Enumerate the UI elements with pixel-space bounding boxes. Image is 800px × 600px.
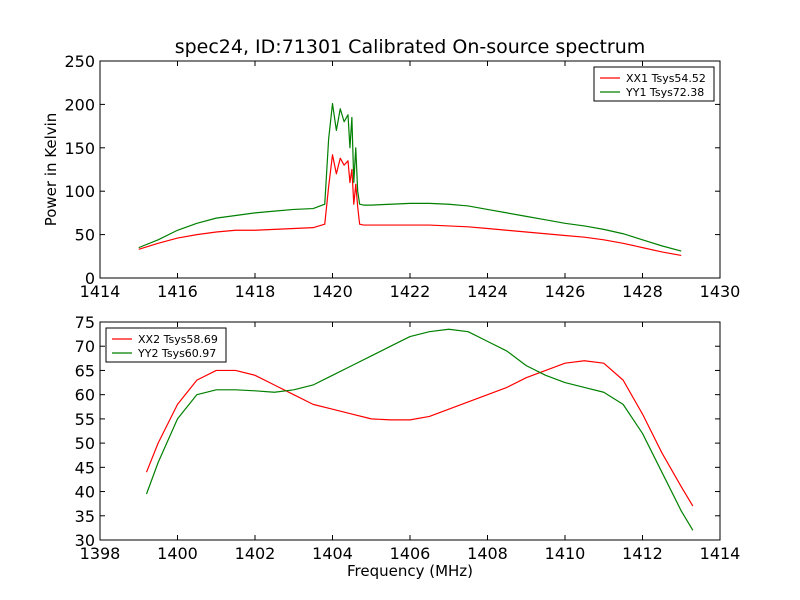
y-tick-label: 40 [75,483,95,502]
y-tick-label: 250 [64,52,95,71]
x-tick-label: 1418 [235,282,276,301]
legend-entry: XX1 Tsys54.52 [626,72,706,85]
x-axis-label: Frequency (MHz) [347,562,473,580]
x-tick-label: 1400 [157,544,198,563]
y-tick-label: 45 [75,458,95,477]
y-tick-label: 100 [64,182,95,201]
y-tick-label: 60 [75,386,95,405]
y-tick-label: 150 [64,139,95,158]
x-tick-label: 1406 [390,544,431,563]
y-axis-label: Power in Kelvin [42,113,60,227]
y-tick-label: 75 [75,313,95,332]
y-tick-label: 50 [75,434,95,453]
x-tick-label: 1426 [545,282,586,301]
y-tick-label: 0 [85,269,95,288]
x-tick-label: 1408 [467,544,508,563]
y-tick-label: 200 [64,95,95,114]
series-line-yy1 [138,102,682,252]
legend-entry: XX2 Tsys58.69 [138,333,218,346]
y-tick-label: 30 [75,531,95,550]
legend-box [105,327,227,363]
x-tick-label: 1398 [80,544,121,563]
series-line-yy2 [145,328,694,531]
y-tick-label: 70 [75,337,95,356]
bottom-panel: 1398 1400 1402 1404 1406 1408 1410 1412 1414 30 35… [75,313,741,580]
x-tick-label: 1410 [545,544,586,563]
y-tick-label: 65 [75,361,95,380]
series-line-xx2 [145,360,694,507]
x-tick-label: 1430 [700,282,741,301]
legend-entry: YY1 Tsys72.38 [625,86,704,99]
top-panel: 1414 1416 1418 1420 1422 1424 1426 1428 1430 0 50 1… [42,52,740,301]
x-tick-label: 1404 [312,544,353,563]
x-tick-label: 1412 [622,544,663,563]
x-tick-label: 1420 [312,282,353,301]
x-tick-label: 1414 [700,544,741,563]
x-tick-label: 1402 [235,544,276,563]
x-tick-label: 1416 [157,282,198,301]
legend-box [593,66,715,102]
y-tick-label: 50 [75,226,95,245]
y-tick-label: 35 [75,507,95,526]
legend-entry: YY2 Tsys60.97 [137,347,216,360]
x-tick-label: 1424 [467,282,508,301]
y-tick-label: 55 [75,410,95,429]
x-tick-label: 1414 [80,282,121,301]
x-tick-label: 1422 [390,282,431,301]
series-line-xx1 [138,154,682,257]
x-tick-label: 1428 [622,282,663,301]
figure-title: spec24, ID:71301 Calibrated On-source sp… [175,36,646,58]
